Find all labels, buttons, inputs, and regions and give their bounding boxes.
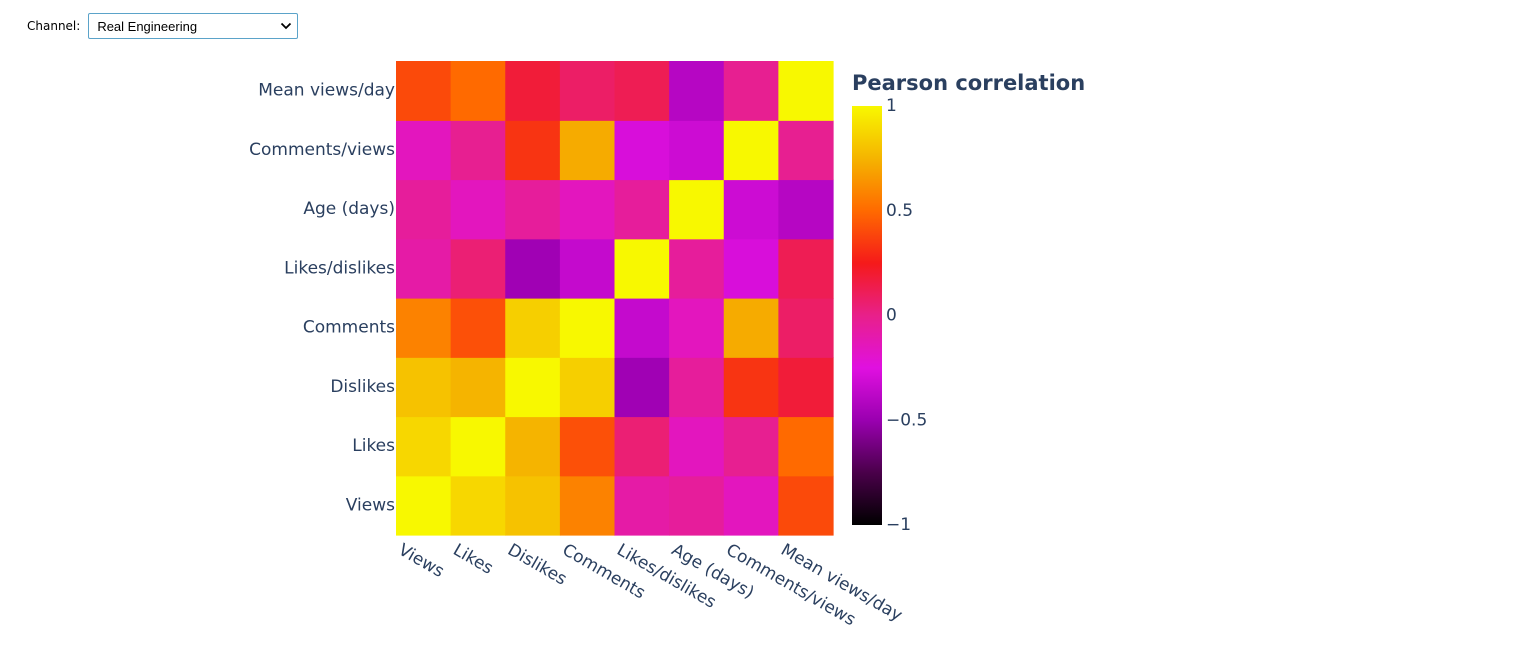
heatmap-cell bbox=[778, 120, 834, 181]
y-tick-label: Likes/dislikes bbox=[284, 258, 395, 278]
heatmap-cell bbox=[559, 298, 616, 358]
heatmap-cell bbox=[396, 120, 452, 181]
heatmap-cell bbox=[396, 357, 452, 418]
heatmap-cell bbox=[778, 179, 834, 240]
colorbar-tick-label: −1 bbox=[886, 515, 911, 535]
heatmap-cell bbox=[778, 61, 834, 121]
heatmap-cell bbox=[614, 357, 670, 418]
y-tick-label: Dislikes bbox=[330, 377, 395, 397]
x-axis-labels: Views Likes DislikesCommentsLikes/dislikes… bbox=[395, 540, 906, 630]
colorbar-tick-label: 0.5 bbox=[886, 201, 913, 221]
y-tick-label: Likes bbox=[352, 436, 395, 456]
y-tick-label: Comments/views bbox=[249, 140, 395, 160]
y-tick-label: Age (days) bbox=[303, 199, 395, 219]
heatmap-cell bbox=[669, 475, 725, 536]
channel-select[interactable]: Real Engineering bbox=[88, 13, 299, 39]
heatmap-cell bbox=[614, 475, 670, 536]
heatmap-cell bbox=[669, 238, 725, 299]
heatmap-cell bbox=[669, 298, 725, 358]
heatmap-cell bbox=[505, 475, 561, 536]
heatmap-cell bbox=[450, 179, 506, 240]
heatmap-cell bbox=[669, 357, 725, 418]
heatmap-cell bbox=[669, 179, 725, 240]
heatmap-cell bbox=[723, 179, 779, 240]
x-tick-label: Likes bbox=[449, 540, 496, 579]
heatmap-cell bbox=[450, 238, 506, 299]
colorbar bbox=[852, 106, 882, 525]
heatmap-cell bbox=[778, 238, 834, 299]
heatmap-cell bbox=[723, 120, 779, 181]
heatmap-cell bbox=[614, 179, 670, 240]
heatmap-cell bbox=[778, 357, 834, 418]
heatmap-cell bbox=[559, 357, 616, 418]
heatmap-cell bbox=[450, 298, 506, 358]
y-tick-label: Views bbox=[346, 495, 395, 515]
heatmap-cell bbox=[505, 357, 561, 418]
colorbar-tick-label: 1 bbox=[886, 96, 897, 116]
heatmap-cell bbox=[614, 416, 670, 477]
heatmap-cell bbox=[723, 357, 779, 418]
heatmap-cell bbox=[505, 61, 561, 121]
heatmap-cell bbox=[450, 416, 506, 477]
heatmap-cell bbox=[505, 416, 561, 477]
heatmap-cell bbox=[559, 120, 616, 181]
heatmap-cell bbox=[723, 475, 779, 536]
heatmap-cell bbox=[559, 416, 616, 477]
colorbar-ticks: 1 0.5 0 −0.5 −1 bbox=[886, 96, 927, 535]
channel-control: Channel: Real Engineering bbox=[27, 12, 299, 40]
channel-select-value: Real Engineering bbox=[97, 18, 198, 34]
heatmap-cell bbox=[723, 61, 779, 121]
heatmap-cell bbox=[396, 61, 452, 121]
heatmap-cell bbox=[669, 120, 725, 181]
heatmap-cell bbox=[450, 61, 506, 121]
x-tick-label: Dislikes bbox=[504, 540, 570, 590]
y-axis-labels: Views Likes Dislikes Comments Likes/dislikes… bbox=[249, 81, 395, 516]
y-tick-label: Comments bbox=[303, 318, 395, 338]
channel-label: Channel: bbox=[27, 19, 81, 33]
heatmap-cell bbox=[559, 238, 616, 299]
heatmap-cell bbox=[396, 179, 452, 240]
heatmap-cell bbox=[559, 179, 616, 240]
heatmap-cells bbox=[396, 61, 834, 536]
heatmap-cell bbox=[614, 298, 670, 358]
y-tick-label: Mean views/day bbox=[258, 81, 395, 101]
heatmap-cell bbox=[614, 120, 670, 181]
heatmap-cell bbox=[396, 416, 452, 477]
heatmap-cell bbox=[505, 120, 561, 181]
heatmap-cell bbox=[778, 416, 834, 477]
heatmap-cell bbox=[450, 120, 506, 181]
heatmap-cell bbox=[396, 298, 452, 358]
x-tick-label: Views bbox=[395, 540, 448, 582]
chevron-down-icon bbox=[281, 22, 292, 30]
heatmap-cell bbox=[450, 357, 506, 418]
heatmap-cell bbox=[559, 61, 616, 121]
heatmap-cell bbox=[614, 238, 670, 299]
colorbar-title: Pearson correlation bbox=[852, 71, 1085, 95]
heatmap-cell bbox=[505, 238, 561, 299]
heatmap-cell bbox=[723, 298, 779, 358]
colorbar-tick-label: 0 bbox=[886, 306, 897, 326]
heatmap-cell bbox=[614, 61, 670, 121]
heatmap-cell bbox=[778, 475, 834, 536]
heatmap-cell bbox=[396, 238, 452, 299]
heatmap-cell bbox=[450, 475, 506, 536]
heatmap-cell bbox=[723, 416, 779, 477]
heatmap-cell bbox=[505, 298, 561, 358]
heatmap-cell bbox=[723, 238, 779, 299]
colorbar-tick-label: −0.5 bbox=[886, 410, 927, 430]
heatmap-cell bbox=[559, 475, 616, 536]
heatmap-cell bbox=[396, 475, 452, 536]
heatmap-cell bbox=[669, 61, 725, 121]
heatmap-cell bbox=[778, 298, 834, 358]
heatmap-cell bbox=[505, 179, 561, 240]
heatmap-cell bbox=[669, 416, 725, 477]
